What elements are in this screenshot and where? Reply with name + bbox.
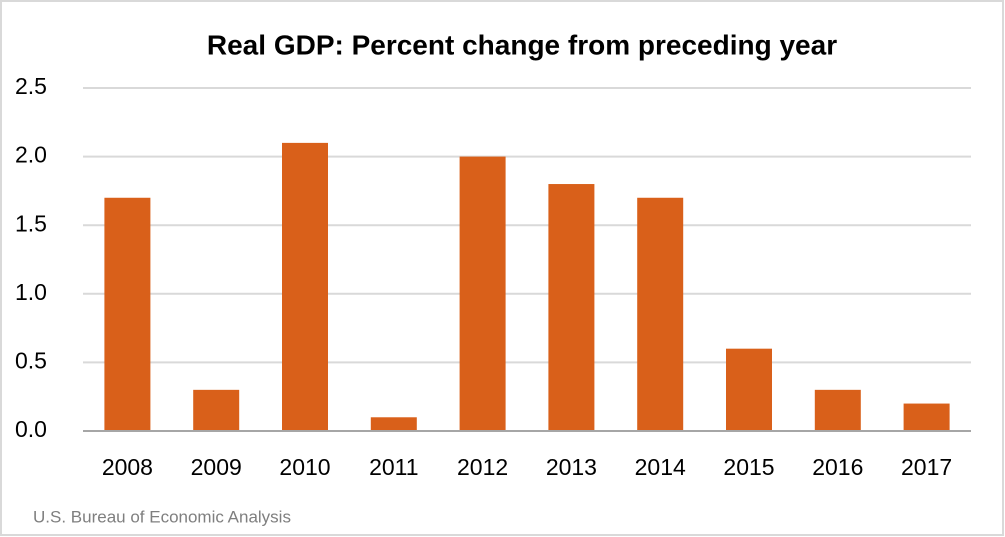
- y-tick-label: 1.5: [15, 210, 47, 236]
- x-tick-label: 2016: [812, 454, 863, 480]
- x-tick-label: 2017: [901, 454, 952, 480]
- y-tick-label: 2.5: [15, 73, 47, 99]
- chart-title: Real GDP: Percent change from preceding …: [207, 29, 837, 60]
- y-tick-label: 0.5: [15, 347, 47, 373]
- bar: [282, 142, 328, 431]
- bar: [370, 417, 417, 431]
- x-tick-label: 2014: [635, 454, 686, 480]
- bar: [193, 389, 240, 431]
- x-tick-label: 2011: [369, 454, 418, 480]
- bar: [814, 389, 861, 431]
- bar: [459, 156, 506, 431]
- bar: [548, 184, 595, 431]
- x-tick-label: 2009: [191, 454, 242, 480]
- x-tick-label: 2015: [723, 454, 774, 480]
- bar: [104, 197, 151, 431]
- x-tick-label: 2013: [546, 454, 597, 480]
- y-tick-label: 2.0: [15, 142, 47, 168]
- bar: [726, 348, 772, 431]
- y-tick-label: 1.0: [15, 279, 47, 305]
- source-note: U.S. Bureau of Economic Analysis: [33, 507, 291, 526]
- x-tick-label: 2012: [457, 454, 508, 480]
- bar: [903, 403, 950, 431]
- y-tick-label: 0.0: [15, 416, 47, 442]
- x-tick-label: 2010: [279, 454, 330, 480]
- bar: [637, 197, 684, 431]
- x-tick-label: 2008: [102, 454, 153, 480]
